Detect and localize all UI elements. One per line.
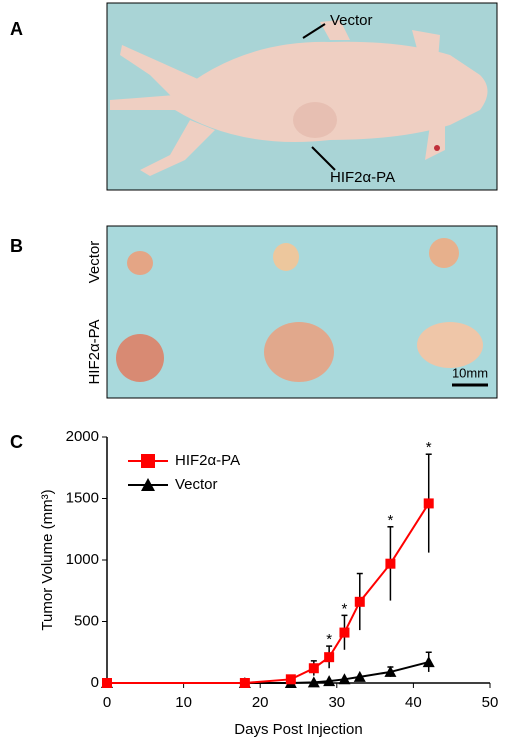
marker xyxy=(285,674,296,685)
x-axis-label: Days Post Injection xyxy=(234,721,362,738)
marker xyxy=(354,596,365,607)
x-tick-label: 10 xyxy=(175,694,192,711)
marker xyxy=(323,675,336,687)
photo-mouse xyxy=(106,2,498,191)
x-tick-label: 50 xyxy=(482,694,499,711)
marker xyxy=(307,676,320,688)
row-label: Vector xyxy=(86,241,103,284)
marker xyxy=(239,678,250,688)
y-tick-label: 2000 xyxy=(66,428,99,445)
legend-marker xyxy=(141,478,155,491)
y-tick-label: 1000 xyxy=(66,551,99,568)
y-tick-label: 1500 xyxy=(66,489,99,506)
scale-label: 10mm xyxy=(452,365,488,380)
y-tick-label: 500 xyxy=(74,612,99,629)
legend-marker xyxy=(141,454,155,468)
y-tick-label: 0 xyxy=(91,674,99,691)
x-tick-label: 40 xyxy=(405,694,422,711)
series-line xyxy=(107,502,430,684)
x-tick-label: 20 xyxy=(252,694,269,711)
series-line xyxy=(107,661,429,684)
marker xyxy=(422,656,435,668)
marker xyxy=(338,673,351,685)
significance-mark: * xyxy=(326,631,332,648)
photo-label: HIF2α-PA xyxy=(330,169,395,186)
marker xyxy=(308,663,319,674)
legend-label: HIF2α-PA xyxy=(175,452,240,469)
photo-tumors xyxy=(106,225,498,399)
marker xyxy=(423,498,434,509)
photo-label: Vector xyxy=(330,12,373,29)
significance-mark: * xyxy=(342,600,348,617)
panel-label: A xyxy=(10,19,23,39)
marker xyxy=(324,652,335,663)
panel-label: B xyxy=(10,236,23,256)
panel-label: C xyxy=(10,432,23,452)
x-tick-label: 0 xyxy=(103,694,111,711)
significance-mark: * xyxy=(387,512,393,529)
marker xyxy=(384,665,397,677)
arrow xyxy=(302,23,326,39)
significance-mark: * xyxy=(426,439,432,456)
marker xyxy=(353,670,366,682)
marker xyxy=(339,627,350,638)
legend-label: Vector xyxy=(175,476,218,493)
x-tick-label: 30 xyxy=(328,694,345,711)
y-axis-label: Tumor Volume (mm³) xyxy=(39,489,56,630)
marker xyxy=(385,558,396,569)
arrow xyxy=(311,146,336,171)
marker xyxy=(102,678,112,688)
row-label: HIF2α-PA xyxy=(86,319,103,384)
